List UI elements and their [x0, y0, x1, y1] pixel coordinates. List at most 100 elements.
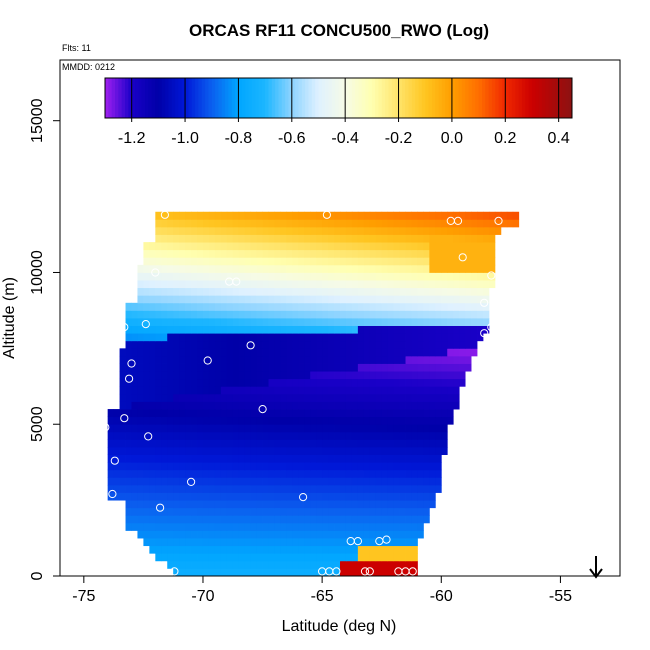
heatmap-cell — [369, 295, 377, 304]
heatmap-cell — [310, 500, 317, 509]
heatmap-cell — [435, 409, 442, 418]
heatmap-cell — [447, 249, 454, 258]
heatmap-cell — [316, 393, 323, 402]
heatmap-cell — [334, 371, 341, 380]
heatmap-cell — [232, 295, 240, 304]
heatmap-cell — [441, 242, 448, 251]
heatmap-cell — [298, 363, 305, 372]
heatmap-cell — [232, 386, 240, 395]
heatmap-cell — [167, 507, 174, 516]
heatmap-cell — [179, 310, 186, 319]
heatmap-cell — [238, 545, 246, 554]
heatmap-cell — [375, 484, 383, 493]
heatmap-cell — [280, 469, 287, 478]
heatmap-cell — [411, 340, 418, 349]
heatmap-cell — [226, 280, 234, 289]
heatmap-cell — [214, 447, 222, 455]
heatmap-cell — [435, 484, 442, 493]
heatmap-cell — [328, 333, 335, 342]
heatmap-cell — [250, 447, 257, 455]
heatmap-cell — [149, 507, 156, 516]
observation-point — [120, 414, 129, 423]
heatmap-cell — [340, 439, 347, 448]
heatmap-cell — [387, 340, 395, 349]
heatmap-cell — [310, 272, 317, 281]
heatmap-cell — [411, 226, 418, 235]
heatmap-cell — [399, 310, 406, 319]
heatmap-cell — [268, 484, 275, 493]
heatmap-cell — [232, 280, 240, 289]
heatmap-cell — [316, 302, 323, 311]
heatmap-cell — [328, 515, 335, 524]
heatmap-cell — [411, 272, 418, 281]
heatmap-cell — [220, 545, 228, 554]
heatmap-cell — [268, 447, 275, 455]
heatmap-cell — [334, 295, 341, 304]
colorbar-cell — [538, 78, 543, 118]
heatmap-cell — [244, 560, 252, 569]
heatmap-cell — [107, 424, 115, 433]
heatmap-cell — [173, 568, 180, 577]
heatmap-cell — [238, 530, 246, 539]
heatmap-cell — [411, 401, 418, 410]
colorbar-frame — [104, 77, 573, 119]
colorbar-cell — [371, 78, 376, 118]
heatmap-cell — [208, 371, 216, 380]
heatmap-cell — [304, 226, 311, 235]
heatmap-cell — [310, 211, 317, 220]
observation-point — [108, 489, 117, 499]
heatmap-cell — [375, 447, 383, 455]
heatmap-cell — [417, 348, 424, 357]
heatmap-cell — [220, 401, 228, 410]
heatmap-cell — [220, 333, 228, 342]
heatmap-cell — [161, 363, 168, 372]
heatmap-cell — [447, 340, 454, 349]
heatmap-cell — [292, 545, 299, 554]
heatmap-cell — [274, 333, 281, 342]
heatmap-cell — [357, 424, 365, 433]
heatmap-cell — [304, 340, 311, 349]
heatmap-cell — [208, 469, 216, 478]
heatmap-cell — [417, 462, 424, 471]
heatmap-cell — [387, 333, 395, 342]
heatmap-cell — [238, 234, 246, 243]
heatmap-cell — [256, 560, 263, 569]
x-tick-label: -75 — [72, 588, 95, 605]
heatmap-cell — [393, 355, 400, 364]
heatmap-cell — [381, 431, 389, 440]
heatmap-cell — [274, 234, 281, 243]
colorbar-cell — [415, 78, 420, 118]
heatmap-cell — [143, 272, 150, 281]
heatmap-cell — [340, 280, 347, 289]
heatmap-cell — [417, 295, 424, 304]
heatmap-cell — [310, 226, 317, 235]
heatmap-cell — [280, 568, 287, 577]
heatmap-cell — [328, 500, 335, 509]
heatmap-cell — [393, 302, 400, 311]
colorbar-cell — [535, 78, 540, 118]
heatmap-cell — [292, 340, 299, 349]
heatmap-cell — [197, 219, 204, 228]
heatmap-cell — [292, 386, 299, 395]
heatmap-cell — [465, 226, 472, 235]
heatmap-cell — [447, 242, 454, 251]
heatmap-cell — [411, 393, 418, 402]
heatmap-cell — [375, 553, 383, 562]
heatmap-cell — [328, 409, 335, 418]
heatmap-cell — [262, 257, 269, 266]
heatmap-cell — [191, 386, 198, 395]
heatmap-cell — [179, 226, 186, 235]
heatmap-cell — [280, 484, 287, 493]
heatmap-cell — [322, 234, 329, 243]
heatmap-cell — [155, 454, 162, 463]
heatmap-cell — [173, 530, 180, 539]
heatmap-cell — [197, 500, 204, 509]
heatmap-cell — [363, 280, 371, 289]
heatmap-cell — [220, 226, 228, 235]
heatmap-cell — [226, 333, 234, 342]
heatmap-cell — [250, 386, 257, 395]
heatmap-cell — [256, 264, 263, 273]
heatmap-cell — [250, 515, 257, 524]
heatmap-cell — [143, 393, 150, 402]
heatmap-cell — [399, 409, 406, 418]
